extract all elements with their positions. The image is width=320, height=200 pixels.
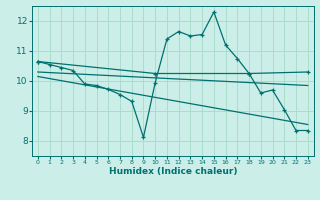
X-axis label: Humidex (Indice chaleur): Humidex (Indice chaleur) [108, 167, 237, 176]
